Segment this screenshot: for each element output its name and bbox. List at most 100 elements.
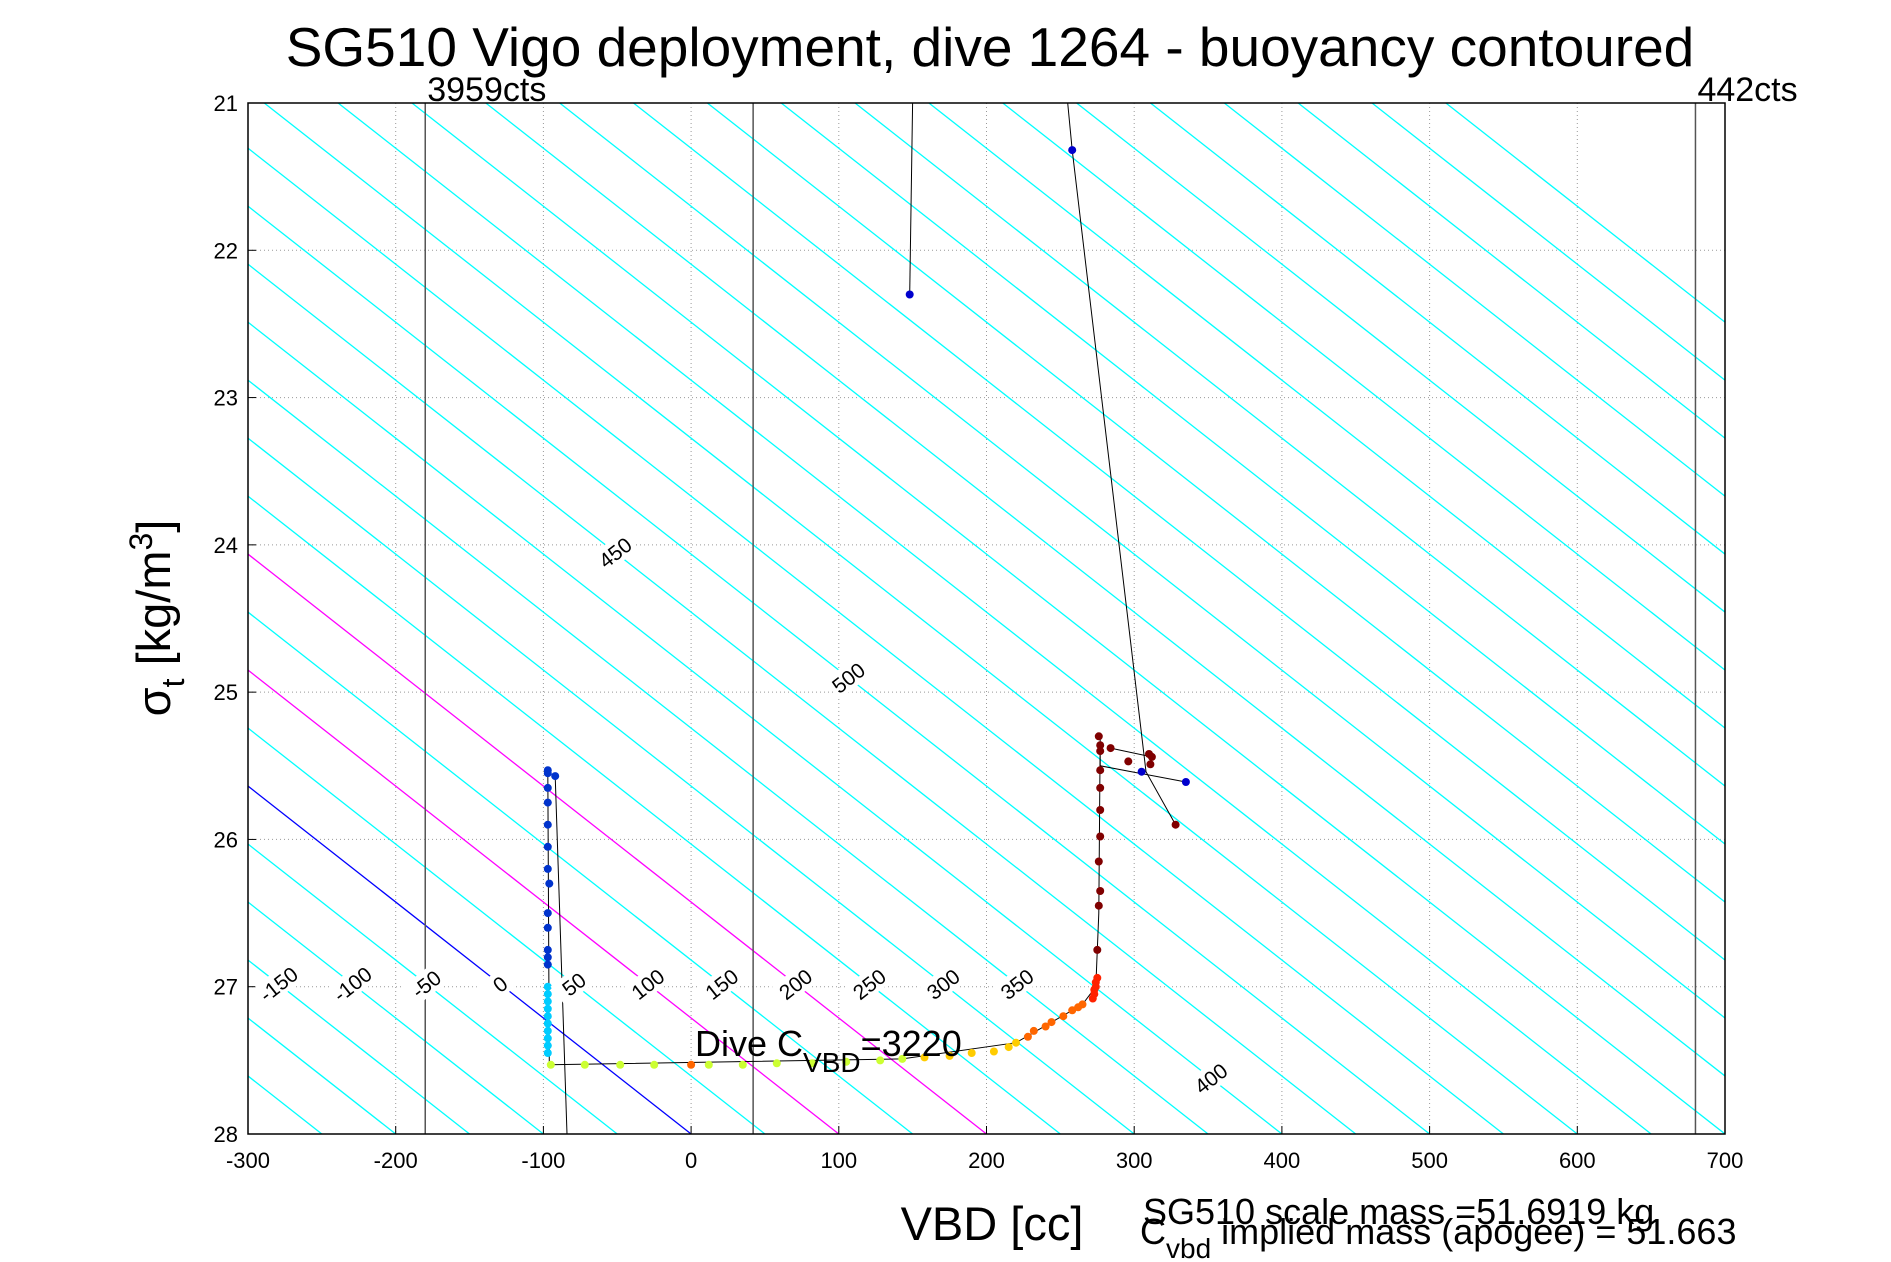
- buoyancy-contour-line: [0, 103, 26, 1134]
- y-axis-label-sub: t: [155, 678, 191, 687]
- data-point: [543, 864, 552, 873]
- data-point: [876, 1056, 885, 1065]
- contour-label: -100: [329, 963, 376, 1007]
- contour-label-bg: [550, 961, 597, 1006]
- data-point: [704, 1060, 713, 1069]
- data-point: [1068, 1006, 1077, 1015]
- contour-label-bg: [698, 961, 745, 1006]
- y-tick-label: 21: [214, 91, 238, 116]
- buoyancy-contour-line: [411, 103, 1725, 1134]
- dive-trace-line: [909, 103, 914, 295]
- data-point: [543, 798, 552, 807]
- buoyancy-contour-line: [248, 147, 1504, 1134]
- contour-label: 150: [701, 965, 743, 1005]
- buoyancy-contour-line: [248, 379, 1209, 1134]
- data-point: [543, 909, 552, 918]
- data-point: [543, 1019, 552, 1028]
- data-point: [1181, 778, 1190, 786]
- data-point: [898, 1054, 907, 1063]
- buoyancy-contour-line: [1445, 103, 1725, 324]
- data-point: [687, 1060, 696, 1069]
- contour-label-bg: [824, 655, 872, 700]
- buoyancy-contour-line: [248, 263, 1357, 1134]
- data-point: [543, 1034, 552, 1043]
- data-point: [545, 879, 554, 888]
- buoyancy-contour-line: [248, 495, 1061, 1134]
- data-point: [1096, 766, 1105, 775]
- y-tick-label: 25: [214, 680, 238, 705]
- data-point: [543, 783, 552, 792]
- axes: -300 -200 -100 0 100 200 300 400 500 600 700 21 22 23…: [214, 71, 1798, 1173]
- data-point: [1023, 1032, 1032, 1041]
- y-axis-label-sup: 3: [123, 533, 159, 551]
- data-point: [543, 982, 552, 991]
- contour-label: 500: [828, 659, 870, 699]
- implied-mass-c: C: [1140, 1211, 1166, 1252]
- contour-label: 100: [628, 965, 670, 1005]
- x-tick-label: 500: [1411, 1148, 1448, 1173]
- contour-label-bg: [255, 961, 302, 1006]
- contour-label-bg: [591, 530, 638, 575]
- y-tick-label: 26: [214, 827, 238, 852]
- contour-label-bg: [993, 961, 1040, 1006]
- buoyancy-contour-line: [780, 103, 1725, 845]
- y-axis-label-close: ]: [127, 520, 180, 533]
- contour-label: 400: [1191, 1059, 1233, 1099]
- buoyancy-contour-line: [928, 103, 1725, 729]
- y-tick-label: 23: [214, 386, 238, 411]
- data-point: [543, 997, 552, 1006]
- buoyancy-contour-line: [1076, 103, 1725, 613]
- data-point: [1059, 1012, 1068, 1021]
- contour-label: 350: [997, 965, 1039, 1005]
- data-point: [1094, 901, 1103, 910]
- buoyancy-contour-line: [633, 103, 1725, 961]
- x-tick-label: 0: [685, 1148, 697, 1173]
- data-point: [1096, 887, 1105, 895]
- data-point: [543, 1012, 552, 1021]
- buoyancy-contour-line: [248, 669, 840, 1134]
- data-point: [1047, 1018, 1056, 1027]
- data-point: [543, 953, 552, 962]
- buoyancy-contour-line: [1002, 103, 1725, 671]
- x-tick-label: 700: [1707, 1148, 1744, 1173]
- scale-mass-text: SG510 scale mass =51.6919 kg: [1143, 1191, 1654, 1232]
- x-tick-label: 600: [1559, 1148, 1596, 1173]
- buoyancy-contour-line: [248, 785, 692, 1134]
- buoyancy-contour-line: [248, 959, 470, 1134]
- buoyancy-contour-line: [1371, 103, 1725, 382]
- data-point: [543, 923, 552, 932]
- y-tick-label: 24: [214, 533, 238, 558]
- contour-label-bg: [772, 961, 819, 1006]
- contour-label: 200: [775, 965, 817, 1005]
- data-point: [1078, 1000, 1087, 1009]
- buoyancy-contour-line: [248, 321, 1283, 1134]
- data-point: [1096, 747, 1105, 756]
- data-point: [543, 769, 552, 778]
- data-point: [1171, 820, 1180, 829]
- contour-label: -150: [256, 963, 303, 1007]
- implied-mass-sub: vbd: [1166, 1233, 1211, 1262]
- contour-labels: -150 -100 -50 0 50 100 150 200 250 300 35045050040…: [255, 530, 1234, 1100]
- y-axis-label-unit: [kg/m: [127, 550, 180, 678]
- buoyancy-contour-line: [706, 103, 1725, 903]
- buoyancy-contour-line: [485, 103, 1725, 1077]
- data-point: [1137, 767, 1146, 776]
- buoyancy-contour-line: [1223, 103, 1725, 497]
- data-point: [1146, 760, 1155, 769]
- dive-cvbd-label: Dive CVBD=3220: [695, 1023, 962, 1078]
- y-axis-label-sigma: σ: [127, 687, 180, 716]
- dive-cvbd-sub: VBD: [803, 1047, 861, 1078]
- data-point: [945, 1051, 954, 1060]
- dive-trace-line: [554, 776, 568, 1134]
- data-point: [546, 1060, 555, 1069]
- data-point: [1124, 757, 1133, 766]
- buoyancy-contour-line: [263, 103, 1578, 1134]
- vbd-limit-label: 442cts: [1697, 71, 1797, 109]
- data-point: [616, 1060, 625, 1069]
- x-tick-label: 400: [1264, 1148, 1301, 1173]
- x-tick-label: 100: [820, 1148, 857, 1173]
- data-point: [1147, 752, 1156, 761]
- contour-label-bg: [328, 961, 376, 1006]
- contour-label-bg: [402, 961, 450, 1006]
